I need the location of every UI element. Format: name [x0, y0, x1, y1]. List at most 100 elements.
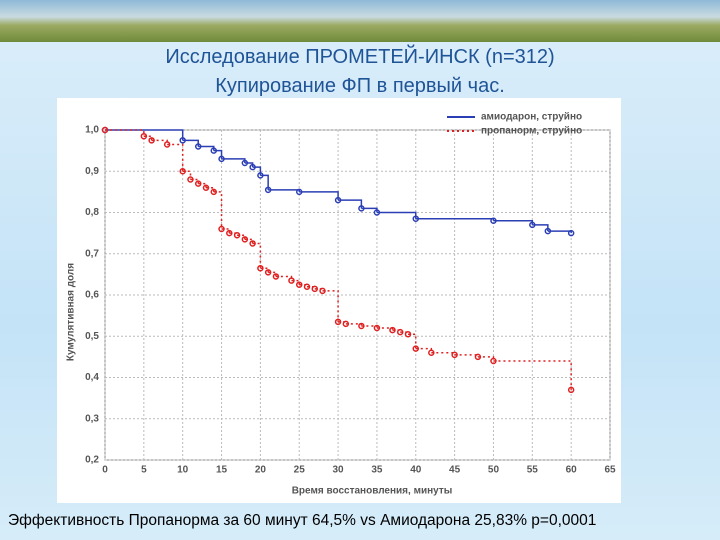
y-tick-label: 0,6	[85, 290, 99, 301]
point	[428, 349, 435, 356]
step-segment	[291, 279, 300, 285]
x-tick-label: 60	[566, 465, 578, 476]
y-tick-label: 0,2	[85, 455, 99, 466]
x-tick-label: 30	[333, 465, 345, 476]
step-segment	[493, 360, 572, 390]
step-segment	[299, 191, 339, 201]
step-segment	[213, 149, 223, 159]
step-segment	[454, 354, 479, 357]
y-tick-label: 0,8	[85, 207, 99, 218]
step-segment	[143, 135, 153, 141]
point	[194, 180, 202, 187]
step-segment	[431, 352, 456, 355]
x-tick-label: 0	[102, 465, 108, 476]
x-tick-label: 5	[141, 465, 147, 476]
point	[474, 353, 482, 361]
step-segment	[213, 191, 223, 229]
step-segment	[105, 129, 145, 137]
point	[101, 126, 109, 134]
step-segment	[260, 174, 269, 190]
point	[319, 287, 326, 295]
point	[567, 386, 575, 394]
point	[148, 137, 155, 144]
step-segment	[151, 139, 168, 145]
point	[187, 176, 194, 183]
step-segment	[493, 220, 534, 225]
x-tick-label: 40	[410, 465, 422, 476]
x-tick-label: 25	[294, 465, 306, 476]
step-segment	[198, 182, 207, 188]
step-segment	[221, 228, 231, 234]
step-segment	[338, 199, 363, 209]
x-tick-label: 15	[216, 465, 228, 476]
step-segment	[252, 242, 262, 269]
point	[334, 318, 342, 326]
legend-label: амиодарон, струйно	[481, 112, 582, 123]
point	[288, 277, 295, 284]
step-segment	[260, 267, 269, 273]
x-tick-label: 10	[177, 465, 189, 476]
point	[311, 285, 319, 293]
banner	[0, 0, 720, 42]
point	[404, 330, 412, 338]
y-tick-label: 0,7	[85, 248, 99, 259]
step-segment	[167, 143, 184, 172]
x-tick-label: 50	[488, 465, 500, 476]
point	[295, 281, 303, 288]
point	[249, 240, 256, 247]
step-segment	[477, 356, 495, 361]
step-segment	[415, 347, 433, 353]
y-tick-label: 0,5	[85, 331, 99, 342]
x-tick-label: 20	[255, 465, 267, 476]
y-tick-label: 0,4	[85, 372, 99, 383]
step-segment	[244, 238, 254, 244]
step-segment	[361, 207, 378, 213]
point	[389, 326, 396, 334]
step-segment	[268, 271, 277, 277]
step-segment	[237, 234, 246, 240]
step-segment	[221, 158, 246, 163]
point	[342, 320, 350, 328]
point	[226, 229, 233, 237]
chart: Кумулятивная доля Время восстановления, …	[57, 98, 621, 503]
point	[264, 269, 272, 276]
point	[218, 225, 225, 233]
subtitle: Купирование ФП в первый час.	[215, 75, 505, 97]
point	[490, 357, 497, 365]
point	[303, 283, 311, 290]
step-segment	[190, 178, 199, 184]
point	[210, 188, 218, 196]
y-tick-label: 1,0	[85, 125, 99, 136]
point	[233, 231, 241, 239]
step-segment	[268, 189, 300, 192]
point	[373, 324, 381, 332]
point	[396, 328, 404, 336]
footer: Эффективность Пропанорма за 60 минут 64,…	[8, 512, 597, 529]
step-segment	[376, 211, 417, 219]
point	[179, 168, 186, 175]
y-tick-label: 0,9	[85, 166, 99, 177]
x-tick-label: 45	[449, 465, 461, 476]
x-tick-label: 55	[527, 465, 539, 476]
step-segment	[198, 145, 215, 151]
step-segment	[322, 290, 339, 322]
step-segment	[275, 275, 293, 281]
point	[272, 273, 280, 280]
point	[140, 132, 148, 140]
step-segment	[547, 230, 572, 234]
step-segment	[244, 162, 254, 168]
point	[163, 141, 171, 148]
x-axis-label: Время восстановления, минуты	[292, 486, 453, 497]
point	[241, 236, 249, 243]
point	[202, 184, 210, 191]
legend-label: пропанорм, струйно	[481, 126, 582, 137]
step-segment	[182, 170, 192, 180]
x-tick-label: 65	[604, 465, 616, 476]
point	[257, 264, 264, 272]
point	[412, 345, 420, 352]
title: Исследование ПРОМЕТЕЙ-ИНСК (n=312)	[165, 46, 555, 68]
point	[358, 322, 365, 330]
x-tick-label: 35	[371, 465, 383, 476]
step-segment	[206, 187, 215, 192]
